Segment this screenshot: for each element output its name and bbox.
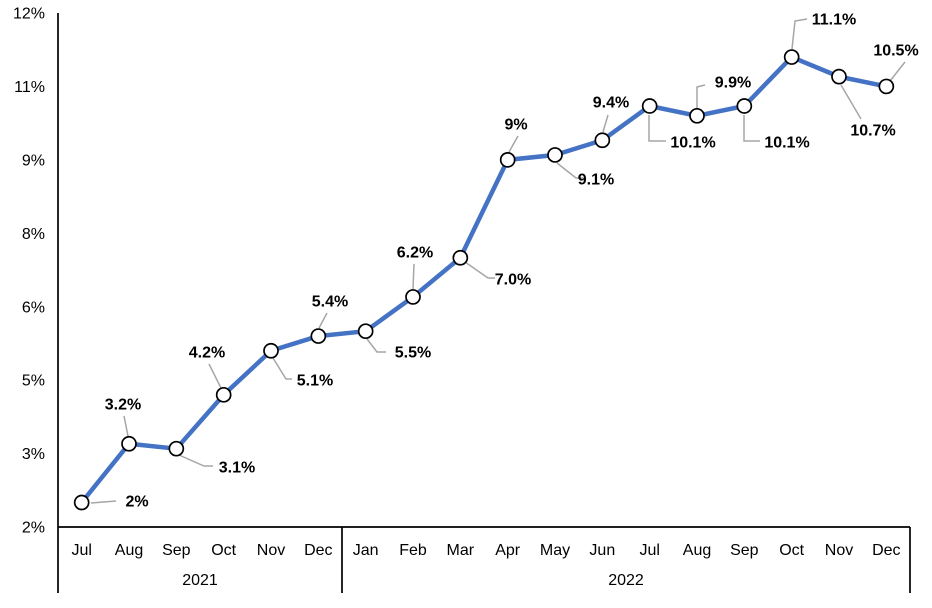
- month-label: Jul: [639, 542, 659, 559]
- data-point-marker: [499, 152, 516, 168]
- data-label: 10.1%: [764, 135, 809, 152]
- series-line: [79, 54, 889, 505]
- label-leader-line: [508, 135, 519, 153]
- data-label: 5.4%: [312, 294, 348, 311]
- month-label: Jun: [589, 542, 615, 559]
- data-label: 5.5%: [395, 345, 431, 362]
- label-leader-line: [464, 261, 495, 279]
- year-label: 2021: [182, 572, 218, 589]
- label-leader-line: [208, 363, 222, 389]
- data-point-marker: [310, 328, 327, 344]
- data-point-marker: [405, 289, 421, 305]
- data-label: 5.1%: [297, 373, 333, 390]
- data-point-marker: [736, 98, 753, 114]
- data-label: 11.1%: [812, 12, 856, 29]
- data-point-marker: [263, 342, 279, 359]
- month-label: Feb: [399, 542, 427, 559]
- data-point-marker: [831, 68, 847, 85]
- data-label: 10.1%: [670, 135, 715, 152]
- label-leader-line: [556, 162, 583, 179]
- month-label: Nov: [257, 542, 285, 559]
- month-label: Aug: [683, 542, 711, 559]
- data-point-marker: [168, 440, 185, 457]
- data-label: 4.2%: [189, 345, 225, 362]
- y-tick-label: 2%: [22, 520, 45, 537]
- month-label: Oct: [211, 542, 236, 559]
- label-leader-line: [791, 18, 808, 50]
- data-point-marker: [357, 323, 374, 340]
- label-leader-line: [602, 114, 609, 133]
- data-label: 9.4%: [593, 95, 629, 112]
- data-label: 3.2%: [105, 397, 141, 414]
- label-leader-line: [90, 500, 117, 504]
- data-label: 6.2%: [397, 245, 433, 262]
- y-tick-label: 6%: [22, 299, 45, 316]
- label-leader-line: [272, 357, 292, 380]
- data-point-marker: [641, 98, 658, 114]
- y-tick-label: 11%: [14, 79, 45, 96]
- data-label: 3.1%: [219, 460, 255, 477]
- data-label: 2%: [125, 494, 148, 511]
- label-leader-line: [123, 415, 129, 437]
- label-leader-line: [178, 454, 213, 467]
- y-tick-label: 5%: [22, 373, 45, 390]
- month-label: Sep: [730, 542, 759, 559]
- data-point-marker: [547, 147, 563, 163]
- y-tick-label: 3%: [22, 446, 45, 463]
- data-label: 10.7%: [850, 123, 895, 140]
- label-leader-line: [696, 84, 706, 110]
- data-point-marker: [452, 249, 469, 266]
- label-leader-line: [412, 263, 415, 290]
- data-point-marker: [73, 494, 90, 511]
- year-label: 2022: [608, 572, 644, 589]
- label-leader-line: [318, 312, 328, 329]
- month-label: Jul: [71, 542, 91, 559]
- month-label: Apr: [495, 542, 521, 559]
- y-tick-label: 8%: [22, 226, 45, 243]
- month-label: May: [540, 542, 570, 559]
- month-label: Sep: [162, 542, 191, 559]
- data-label: 10.5%: [873, 43, 918, 60]
- data-point-marker: [783, 49, 800, 65]
- month-label: Dec: [304, 542, 332, 559]
- data-point-marker: [878, 78, 895, 95]
- data-point-marker: [121, 435, 137, 452]
- month-label: Oct: [779, 542, 804, 559]
- data-label: 9.1%: [578, 172, 614, 189]
- data-label: 7.0%: [495, 272, 531, 289]
- data-point-marker: [594, 132, 611, 149]
- month-label: Mar: [447, 542, 475, 559]
- data-point-marker: [215, 386, 232, 403]
- y-tick-label: 12%: [13, 6, 45, 23]
- label-leader-line: [840, 84, 862, 120]
- label-leader-line: [366, 338, 386, 353]
- month-label: Aug: [115, 542, 143, 559]
- y-tick-label: 9%: [22, 152, 45, 169]
- label-leader-line: [889, 61, 906, 82]
- data-label: 9%: [504, 117, 527, 134]
- month-label: Jan: [353, 542, 379, 559]
- month-label: Nov: [825, 542, 853, 559]
- data-label: 9.9%: [715, 75, 751, 92]
- month-label: Dec: [872, 542, 900, 559]
- label-leader-line: [648, 115, 666, 142]
- data-point-marker: [689, 107, 705, 124]
- label-leader-line: [743, 115, 760, 142]
